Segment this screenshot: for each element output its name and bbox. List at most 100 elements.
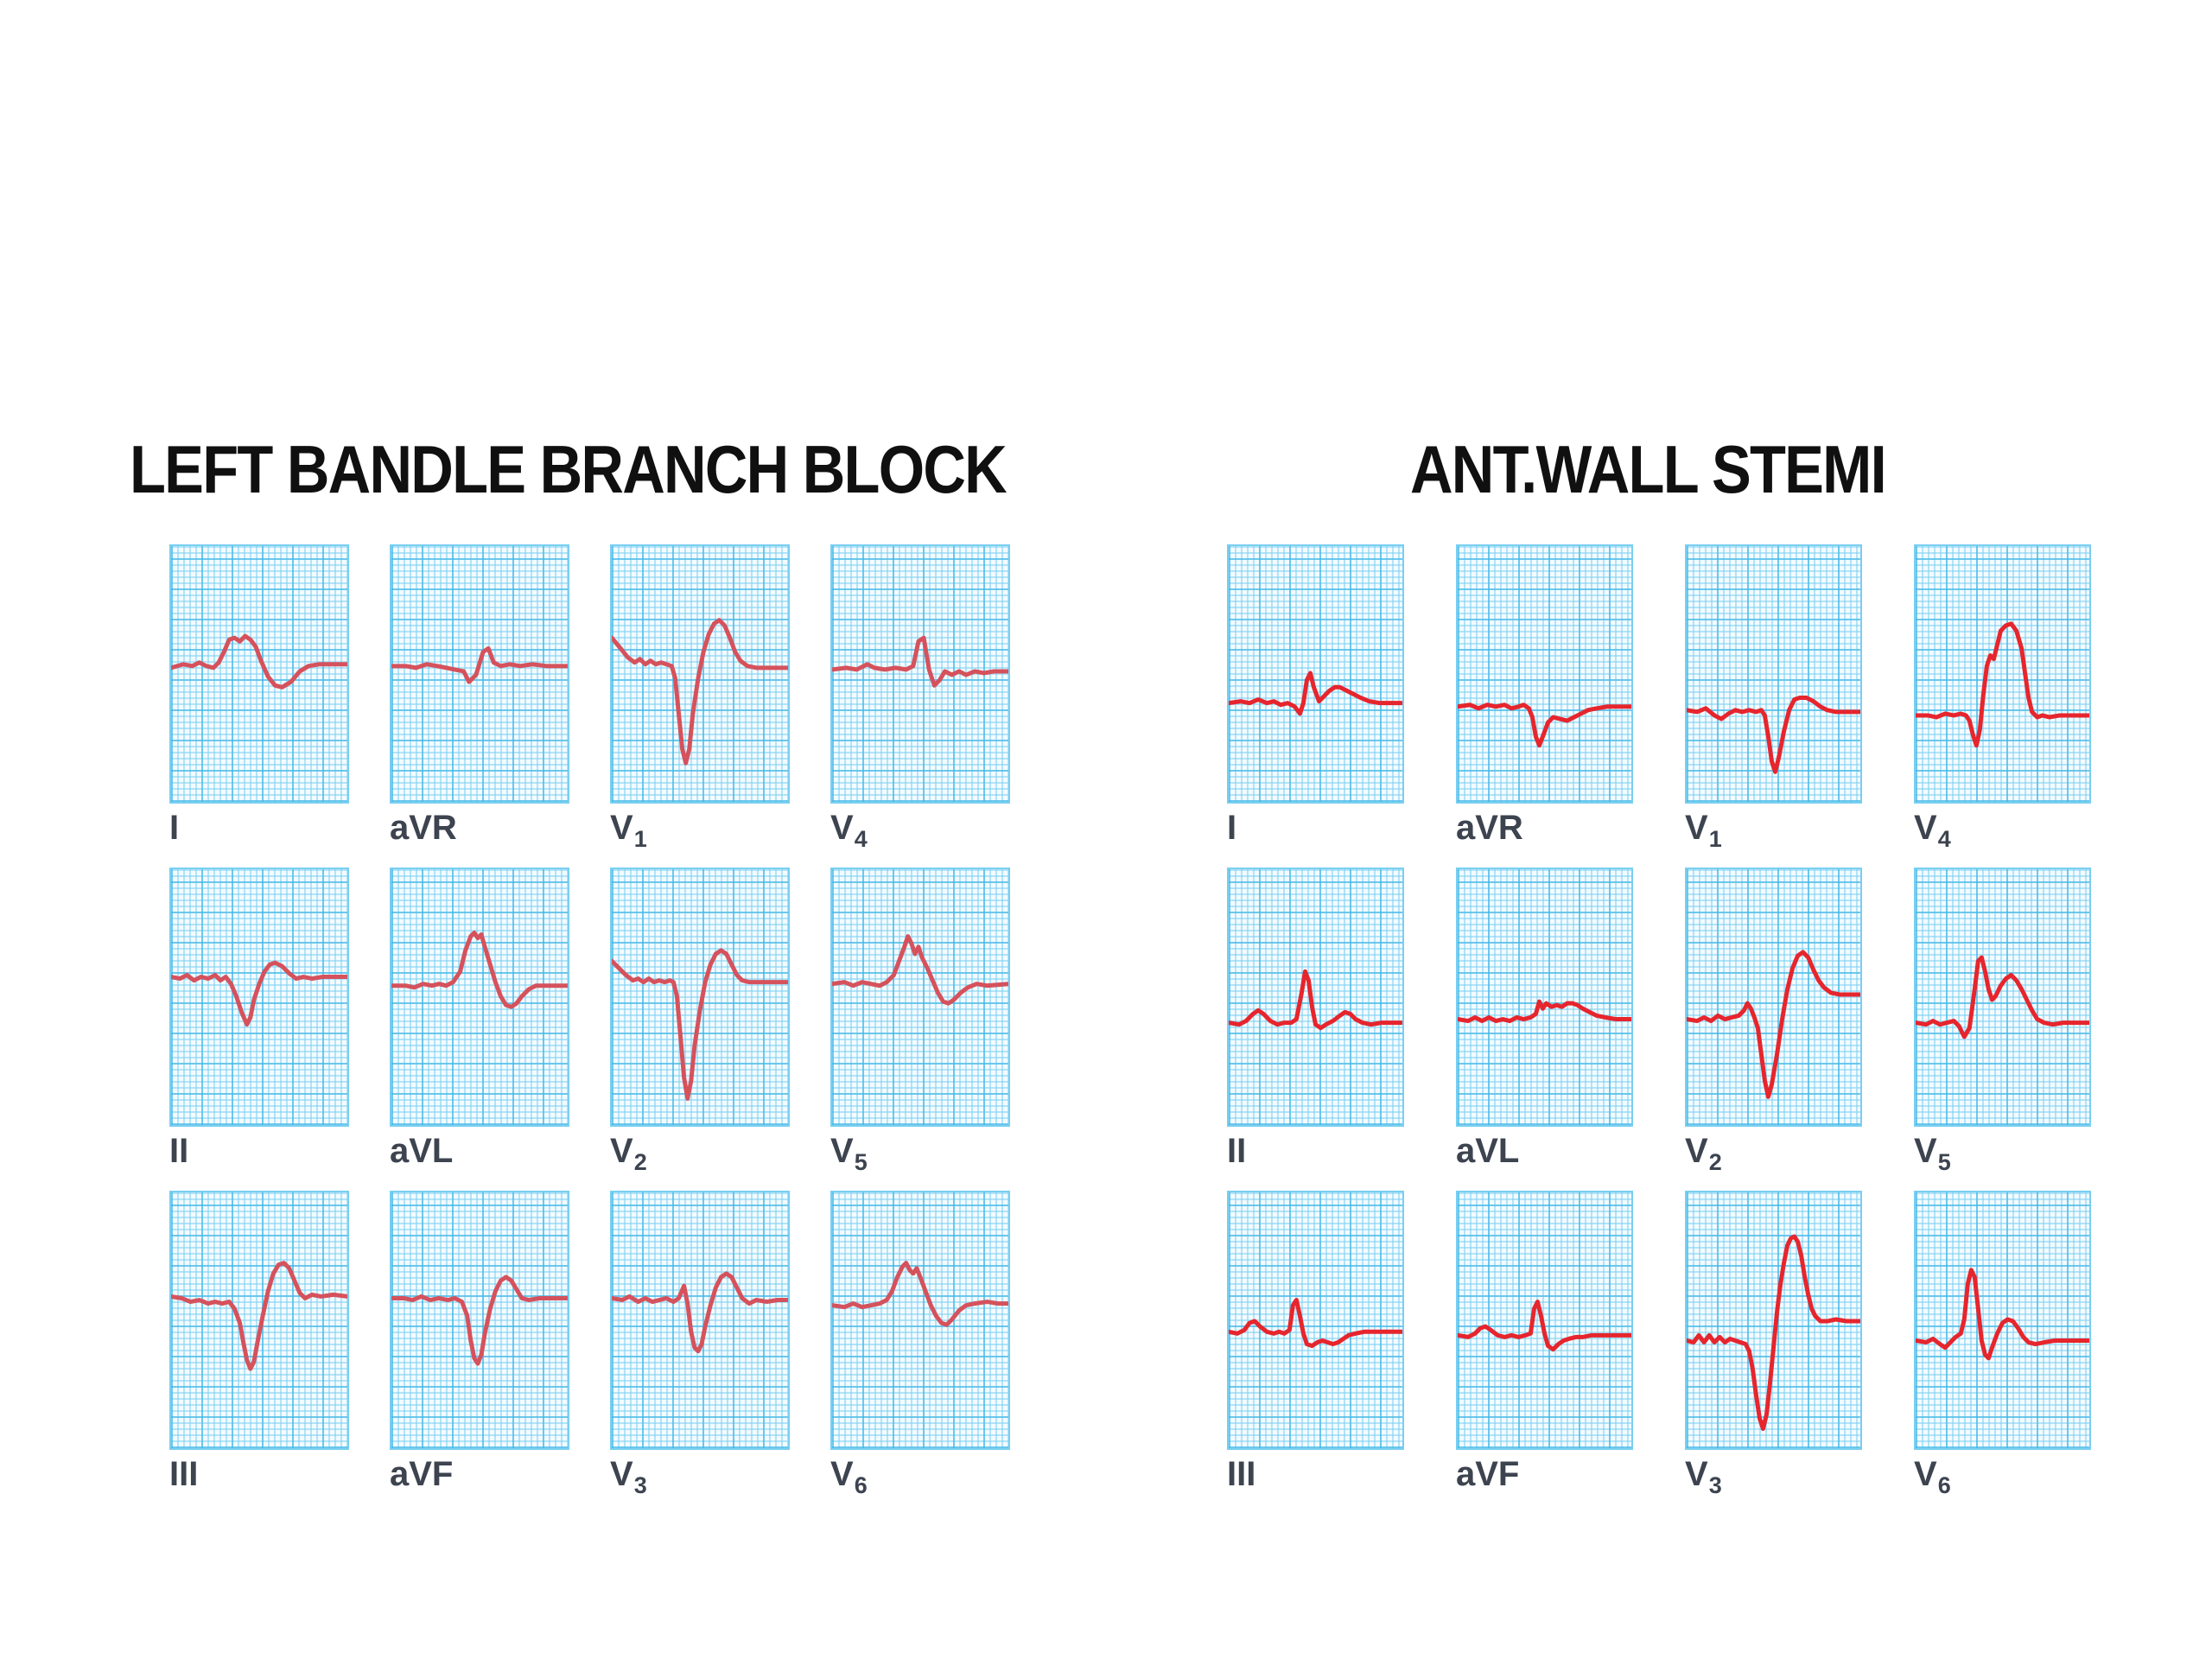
lead-label: II (169, 1134, 349, 1168)
ecg-grid-paper (1227, 1191, 1404, 1450)
lead-label-subscript: 5 (854, 1149, 868, 1175)
lead-label-text: V (830, 1455, 854, 1493)
ecg-trace-svg (612, 1192, 788, 1448)
ecg-cell-stemi-iii: III (1227, 1191, 1404, 1514)
ecg-cell-stemi-i: I (1227, 544, 1404, 868)
lead-label-text: aVR (1456, 809, 1523, 847)
lead-label: V5 (1914, 1132, 2091, 1174)
ecg-trace-svg (1229, 1192, 1402, 1448)
ecg-trace-svg (1916, 1192, 2089, 1448)
lead-label: aVF (390, 1457, 569, 1491)
ecg-trace-svg (832, 869, 1008, 1125)
ecg-cell-lbbb-v3: V3 (610, 1191, 790, 1514)
lead-label-text: V (1685, 1132, 1708, 1170)
ecg-grid-paper (830, 544, 1010, 804)
ecg-cell-stemi-v4: V4 (1914, 544, 2091, 868)
ecg-cell-lbbb-avl: aVL (390, 868, 569, 1191)
lead-label-text: aVF (1456, 1455, 1520, 1493)
ecg-trace-svg (1458, 1192, 1631, 1448)
ecg-grid-paper (1456, 544, 1633, 804)
ecg-trace-svg (171, 1192, 347, 1448)
ecg-trace (1687, 1236, 1860, 1429)
ecg-trace-svg (1687, 869, 1860, 1125)
lead-label-text: V (1685, 809, 1708, 847)
ecg-cell-lbbb-v5: V5 (830, 868, 1010, 1191)
lead-label-subscript: 4 (1937, 826, 1951, 852)
ecg-cell-lbbb-v4: V4 (830, 544, 1010, 868)
ecg-trace (1687, 952, 1860, 1096)
lead-label: aVL (1456, 1134, 1633, 1168)
lead-label-text: III (1227, 1455, 1256, 1493)
ecg-trace (612, 1274, 788, 1351)
lead-label: V3 (610, 1455, 790, 1497)
ecg-trace (171, 1263, 347, 1369)
ecg-trace-svg (1687, 546, 1860, 802)
ecg-grid-paper (169, 1191, 349, 1450)
ecg-trace-svg (391, 869, 568, 1125)
ecg-trace (1229, 971, 1402, 1027)
lead-label-text: I (1227, 809, 1237, 847)
ecg-trace-svg (1229, 546, 1402, 802)
lead-label-text: V (610, 809, 633, 847)
lead-label-text: aVL (1456, 1132, 1520, 1170)
panel-grid-right: I aVR V1 V4 II (1227, 544, 2091, 1514)
ecg-trace-svg (171, 869, 347, 1125)
lead-label-subscript: 1 (633, 826, 647, 852)
lead-label-subscript: 5 (1937, 1149, 1951, 1175)
ecg-trace-svg (1229, 869, 1402, 1125)
ecg-cell-lbbb-avf: aVF (390, 1191, 569, 1514)
lead-label-text: V (610, 1132, 633, 1170)
ecg-trace (391, 932, 568, 1007)
lead-label: V3 (1685, 1455, 1862, 1497)
ecg-grid-paper (390, 868, 569, 1127)
lead-label-text: III (169, 1455, 199, 1493)
ecg-grid-paper (1227, 544, 1404, 804)
ecg-grid-paper (1456, 868, 1633, 1127)
lead-label-text: V (1914, 1132, 1937, 1170)
ecg-trace-svg (1916, 869, 2089, 1125)
ecg-cell-lbbb-v2: V2 (610, 868, 790, 1191)
ecg-cell-stemi-v3: V3 (1685, 1191, 1862, 1514)
ecg-trace-svg (832, 1192, 1008, 1448)
ecg-trace (171, 963, 347, 1024)
ecg-grid-paper (1456, 1191, 1633, 1450)
ecg-trace-svg (171, 546, 347, 802)
lead-label: V2 (610, 1132, 790, 1174)
ecg-cell-stemi-v5: V5 (1914, 868, 2091, 1191)
ecg-trace (832, 937, 1008, 1004)
ecg-trace (1916, 957, 2089, 1037)
ecg-cell-lbbb-iii: III (169, 1191, 349, 1514)
lead-label-subscript: 2 (1708, 1149, 1722, 1175)
ecg-grid-paper (610, 544, 790, 804)
ecg-grid-paper (1685, 868, 1862, 1127)
lead-label-text: V (1685, 1455, 1708, 1493)
ecg-trace-svg (1458, 869, 1631, 1125)
lead-label-text: V (830, 1132, 854, 1170)
ecg-grid-paper (1685, 1191, 1862, 1450)
ecg-trace (1916, 624, 2089, 746)
ecg-trace-svg (391, 546, 568, 802)
ecg-trace (171, 636, 347, 687)
ecg-trace (1458, 1001, 1631, 1020)
ecg-cell-lbbb-i: I (169, 544, 349, 868)
ecg-cell-lbbb-v6: V6 (830, 1191, 1010, 1514)
panel-title-left-bundle-branch-block: LEFT BANDLE BRANCH BLOCK (130, 431, 1007, 507)
lead-label-text: V (1914, 809, 1937, 847)
lead-label-text: V (830, 809, 854, 847)
ecg-cell-lbbb-v1: V1 (610, 544, 790, 868)
lead-label: V6 (1914, 1457, 2091, 1497)
ecg-cell-stemi-avr: aVR (1456, 544, 1633, 868)
lead-label: V4 (1914, 809, 2091, 851)
ecg-trace (391, 648, 568, 682)
ecg-grid-paper (610, 1191, 790, 1450)
ecg-trace-svg (832, 546, 1008, 802)
ecg-cell-stemi-v6: V6 (1914, 1191, 2091, 1514)
ecg-grid-paper (830, 868, 1010, 1127)
ecg-trace-svg (1916, 546, 2089, 802)
ecg-grid-paper (1227, 868, 1404, 1127)
ecg-cell-stemi-avl: aVL (1456, 868, 1633, 1191)
ecg-cell-stemi-v1: V1 (1685, 544, 1862, 868)
lead-label: V6 (830, 1455, 1010, 1497)
lead-label-subscript: 3 (1708, 1472, 1722, 1498)
lead-label-text: V (610, 1455, 633, 1493)
